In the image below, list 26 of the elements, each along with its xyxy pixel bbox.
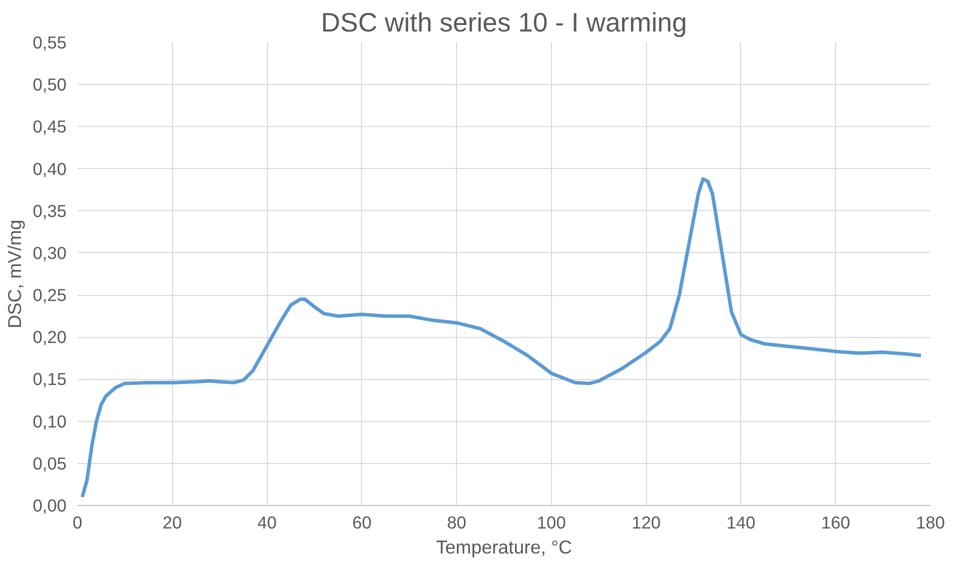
y-tick-label: 0,35 (32, 200, 67, 221)
line-series (80, 177, 923, 499)
x-tick-label: 60 (352, 512, 372, 532)
y-tick-label: 0,40 (32, 158, 67, 179)
x-tick-label: 100 (536, 512, 566, 532)
x-tick-label: 160 (821, 512, 850, 532)
y-tick-label: 0,55 (32, 32, 67, 52)
y-tick-label: 0,45 (32, 116, 67, 137)
y-tick-label: 0,25 (32, 285, 67, 306)
x-tick-label: 0 (72, 512, 82, 532)
x-axis-title: Temperature, °C (436, 536, 572, 558)
x-tick-label: 180 (916, 512, 945, 532)
y-tick-label: 0,10 (32, 411, 67, 432)
y-tick-label: 0,30 (32, 242, 67, 263)
x-tick-label: 140 (726, 512, 756, 532)
chart-title: DSC with series 10 - I warming (321, 8, 687, 38)
x-tick-label: 20 (162, 512, 182, 532)
y-tick-label: 0,50 (32, 74, 67, 95)
y-tick-label: 0,15 (32, 369, 67, 390)
y-tick-label: 0,20 (32, 327, 67, 348)
x-tick-label: 120 (632, 512, 661, 532)
y-axis-title: DSC, mV/mg (4, 220, 25, 328)
x-tick-label: 80 (446, 512, 466, 532)
x-tick-label: 40 (257, 512, 277, 532)
y-tick-label: 0,05 (32, 453, 67, 474)
y-tick-label: 0,00 (32, 496, 67, 516)
